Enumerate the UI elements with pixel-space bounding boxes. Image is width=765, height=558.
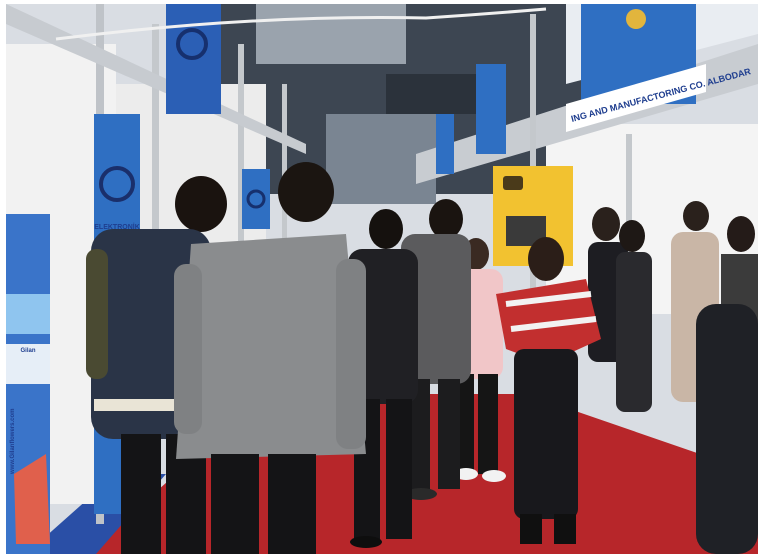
pillar-url: www.Gilanflowers.com: [10, 409, 16, 475]
pillar-brand: Gilan: [20, 348, 35, 354]
ceiling-cable: [55, 7, 547, 41]
exhibition-photo: ELEKTRONİK 2019 Gilan www.Gilanflowers.c…: [6, 4, 758, 554]
right-booth-fascia: [566, 64, 706, 132]
visitor-crowd: [86, 162, 758, 554]
banner-caption: ELEKTRONİK: [94, 223, 140, 231]
